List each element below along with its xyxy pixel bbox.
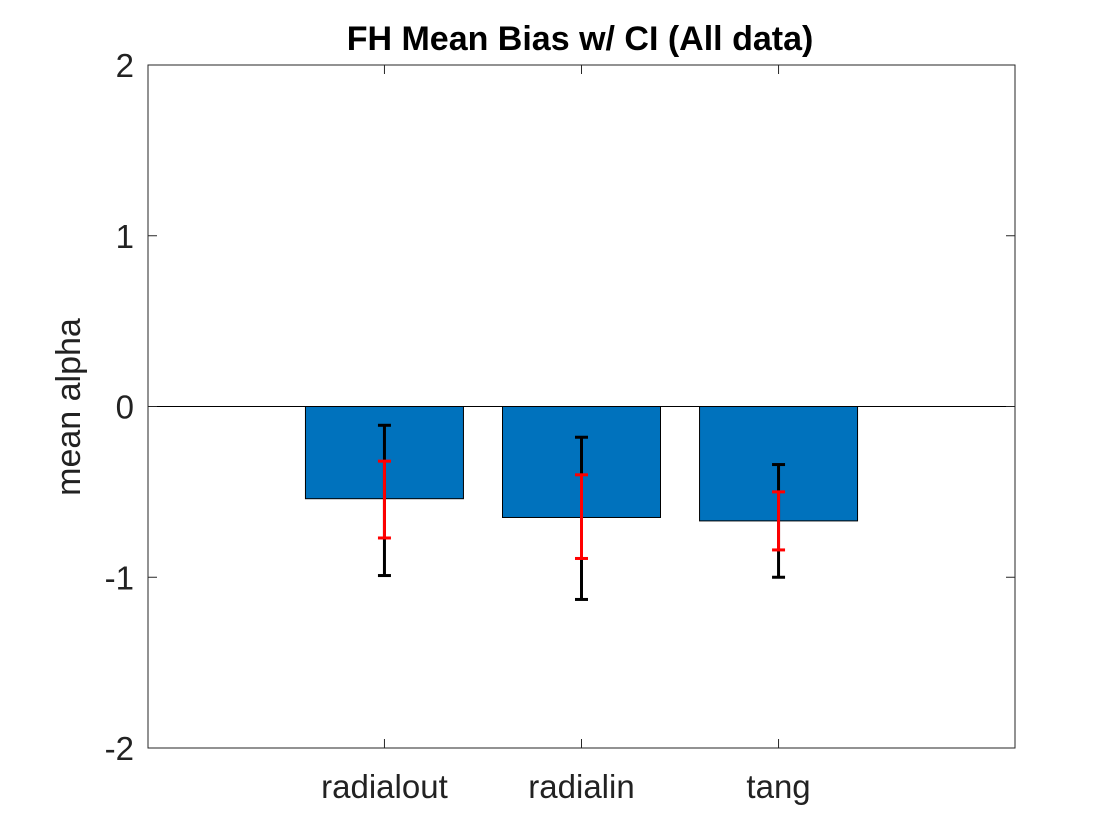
y-tick-label: -1 <box>105 559 134 596</box>
chart-title: FH Mean Bias w/ CI (All data) <box>347 20 814 58</box>
y-tick-label: 2 <box>116 47 134 84</box>
x-tick-label: tang <box>746 768 810 805</box>
plot-area: -2 -1 0 1 2 radialout radialin tang <box>105 47 1016 805</box>
x-tick-label: radialout <box>321 768 448 805</box>
y-tick-label: 0 <box>116 389 134 426</box>
y-tick-label: 1 <box>116 218 134 255</box>
x-tick-label: radialin <box>528 768 634 805</box>
y-tick-label: -2 <box>105 730 134 767</box>
y-axis-label: mean alpha <box>50 318 88 496</box>
